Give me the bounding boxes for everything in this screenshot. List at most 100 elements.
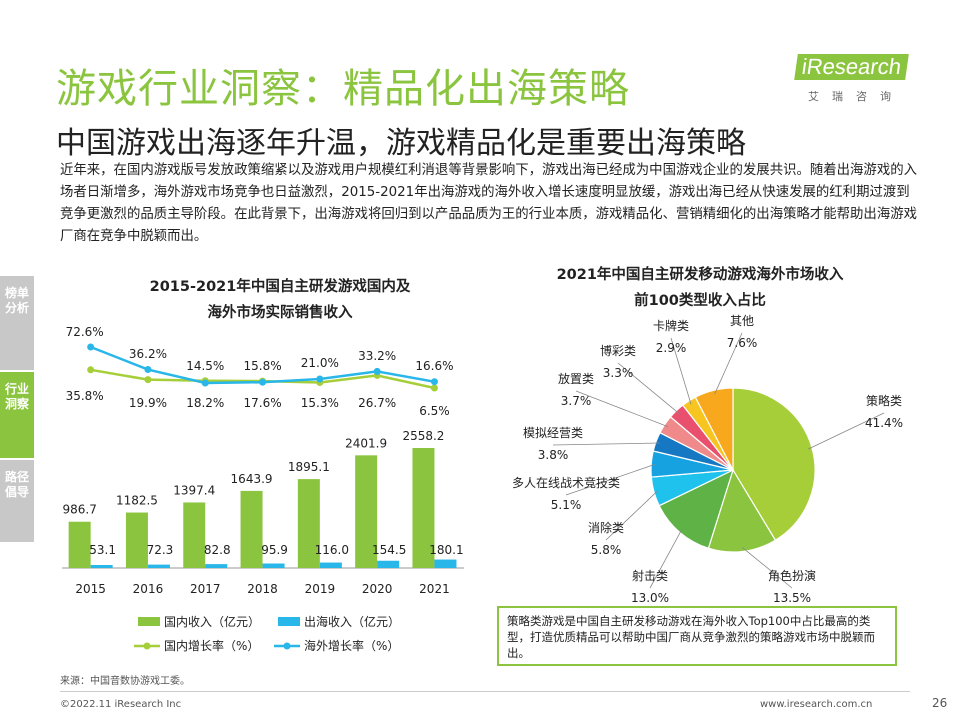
page-number: 26	[932, 696, 948, 710]
overseas-bar-label: 116.0	[315, 543, 349, 557]
overseas-growth-label: 72.6%	[66, 325, 104, 339]
x-tick-label: 2015	[75, 582, 106, 596]
legend-swatch	[278, 617, 300, 626]
pie-slice-name: 博彩类	[600, 343, 636, 358]
overseas-bar-label: 95.9	[261, 543, 288, 557]
domestic-bar-label: 1182.5	[116, 494, 158, 508]
copyright: ©2022.11 iResearch Inc	[60, 699, 182, 710]
overseas-bar-label: 180.1	[429, 543, 463, 557]
pie-slice-name: 多人在线战术竞技类	[512, 476, 620, 490]
pie-leader-line	[575, 390, 669, 428]
pie-slice	[694, 387, 734, 471]
pie-leader-line	[605, 490, 659, 541]
pie-slice-name: 卡牌类	[653, 319, 689, 333]
pie-slice-value: 2.9%	[656, 341, 687, 355]
domestic-bar-label: 2401.9	[345, 436, 387, 450]
pie-slice-value: 13.0%	[631, 591, 669, 605]
legend-marker	[283, 642, 291, 650]
overseas-bar-label: 72.3	[147, 543, 174, 557]
legend-swatch	[138, 617, 160, 626]
overseas-growth-point	[373, 367, 381, 375]
pie-slice-value: 3.3%	[603, 366, 634, 380]
pie-leader-line	[552, 442, 660, 446]
domestic-growth-point	[144, 376, 152, 384]
pie-leader-line	[807, 412, 885, 450]
domestic-bar-label: 2558.2	[402, 429, 444, 443]
overseas-bar	[377, 560, 400, 568]
overseas-growth-label: 14.5%	[186, 359, 224, 373]
overseas-growth-point	[87, 343, 95, 351]
legend-marker	[143, 642, 151, 650]
source-note: 来源：中国音数协游戏工委。	[60, 676, 190, 687]
overseas-growth-label: 16.6%	[415, 359, 453, 373]
overseas-growth-point	[201, 379, 209, 387]
overseas-growth-point	[144, 366, 152, 374]
pie-leader-line	[565, 463, 656, 496]
pie-slice	[707, 468, 777, 553]
overseas-growth-point	[316, 375, 324, 383]
overseas-bar	[147, 564, 170, 568]
pie-slice-name: 模拟经营类	[523, 426, 583, 440]
pie-slice-value: 5.1%	[551, 498, 582, 512]
pie-chart-title: 2021年中国自主研发移动游戏海外市场收入 前100类型收入占比	[490, 262, 910, 314]
pie-chart-title-line2: 前100类型收入占比	[634, 293, 766, 309]
overseas-bar	[434, 559, 457, 568]
domestic-growth-label: 35.8%	[66, 389, 104, 403]
domestic-growth-label: 19.9%	[129, 396, 167, 410]
domestic-bar	[125, 512, 148, 568]
pie-slice-name: 消除类	[588, 520, 624, 535]
domestic-bar-label: 1397.4	[173, 483, 215, 497]
pie-slice-value: 41.4%	[865, 416, 903, 430]
pie-leader-line	[670, 337, 692, 405]
pie-leader-line	[617, 362, 680, 414]
pie-slice-value: 7.6%	[727, 336, 758, 350]
pie-slice-value: 13.5%	[773, 591, 811, 605]
x-tick-label: 2018	[247, 582, 278, 596]
domestic-bar	[240, 490, 263, 568]
pie-slice	[732, 387, 816, 542]
x-tick-label: 2020	[362, 582, 393, 596]
legend-label: 国内增长率（%）	[164, 638, 259, 653]
footer-divider	[60, 691, 910, 692]
domestic-bar	[297, 479, 320, 568]
x-tick-label: 2017	[190, 582, 221, 596]
domestic-growth-label: 26.7%	[358, 396, 396, 410]
legend-label: 国内收入（亿元）	[164, 614, 260, 629]
domestic-growth-label: 18.2%	[186, 396, 224, 410]
side-tab-path[interactable]: 路径倡导	[0, 460, 34, 542]
domestic-bar-label: 986.7	[62, 503, 96, 517]
domestic-bar	[68, 521, 91, 568]
domestic-growth-label: 6.5%	[419, 404, 450, 418]
pie-slice-value: 3.8%	[538, 448, 569, 462]
pie-slice-value: 3.7%	[561, 394, 592, 408]
bar-chart-title-line1: 2015-2021年中国自主研发游戏国内及	[149, 279, 411, 295]
overseas-growth-label: 21.0%	[301, 356, 339, 370]
pie-slice-name: 角色扮演	[768, 568, 816, 583]
pie-leader-line	[714, 332, 743, 395]
domestic-bar	[412, 448, 435, 568]
overseas-bar	[205, 564, 228, 568]
iresearch-logo[interactable]: iResearch 艾瑞咨询	[790, 52, 920, 103]
pie-leader-line	[742, 547, 793, 589]
website-link[interactable]: www.iresearch.com.cn	[760, 699, 873, 710]
domestic-bar-label: 1643.9	[231, 472, 273, 486]
x-tick-label: 2019	[305, 582, 336, 596]
overseas-growth-label: 33.2%	[358, 349, 396, 363]
domestic-growth-label: 17.6%	[243, 396, 281, 410]
pie-slice-name: 射击类	[632, 568, 668, 583]
domestic-growth-label: 15.3%	[301, 396, 339, 410]
side-tab-ranking[interactable]: 榜单分析	[0, 276, 34, 370]
domestic-bar	[355, 455, 378, 568]
domestic-growth-point	[87, 366, 95, 374]
x-tick-label: 2021	[419, 582, 450, 596]
overseas-bar-label: 82.8	[204, 543, 231, 557]
page-title: 游戏行业洞察：精品化出海策略	[56, 66, 630, 112]
domestic-bar	[183, 502, 206, 568]
insight-note: 策略类游戏是中国自主研发移动游戏在海外收入Top100中占比最高的类型，打造优质…	[497, 606, 897, 666]
overseas-bar-label: 154.5	[372, 543, 406, 557]
pie-slice-value: 5.8%	[591, 543, 622, 557]
overseas-bar-label: 53.1	[89, 543, 116, 557]
side-tab-insight[interactable]: 行业洞察	[0, 372, 34, 458]
pie-slice-name: 放置类	[558, 371, 594, 386]
